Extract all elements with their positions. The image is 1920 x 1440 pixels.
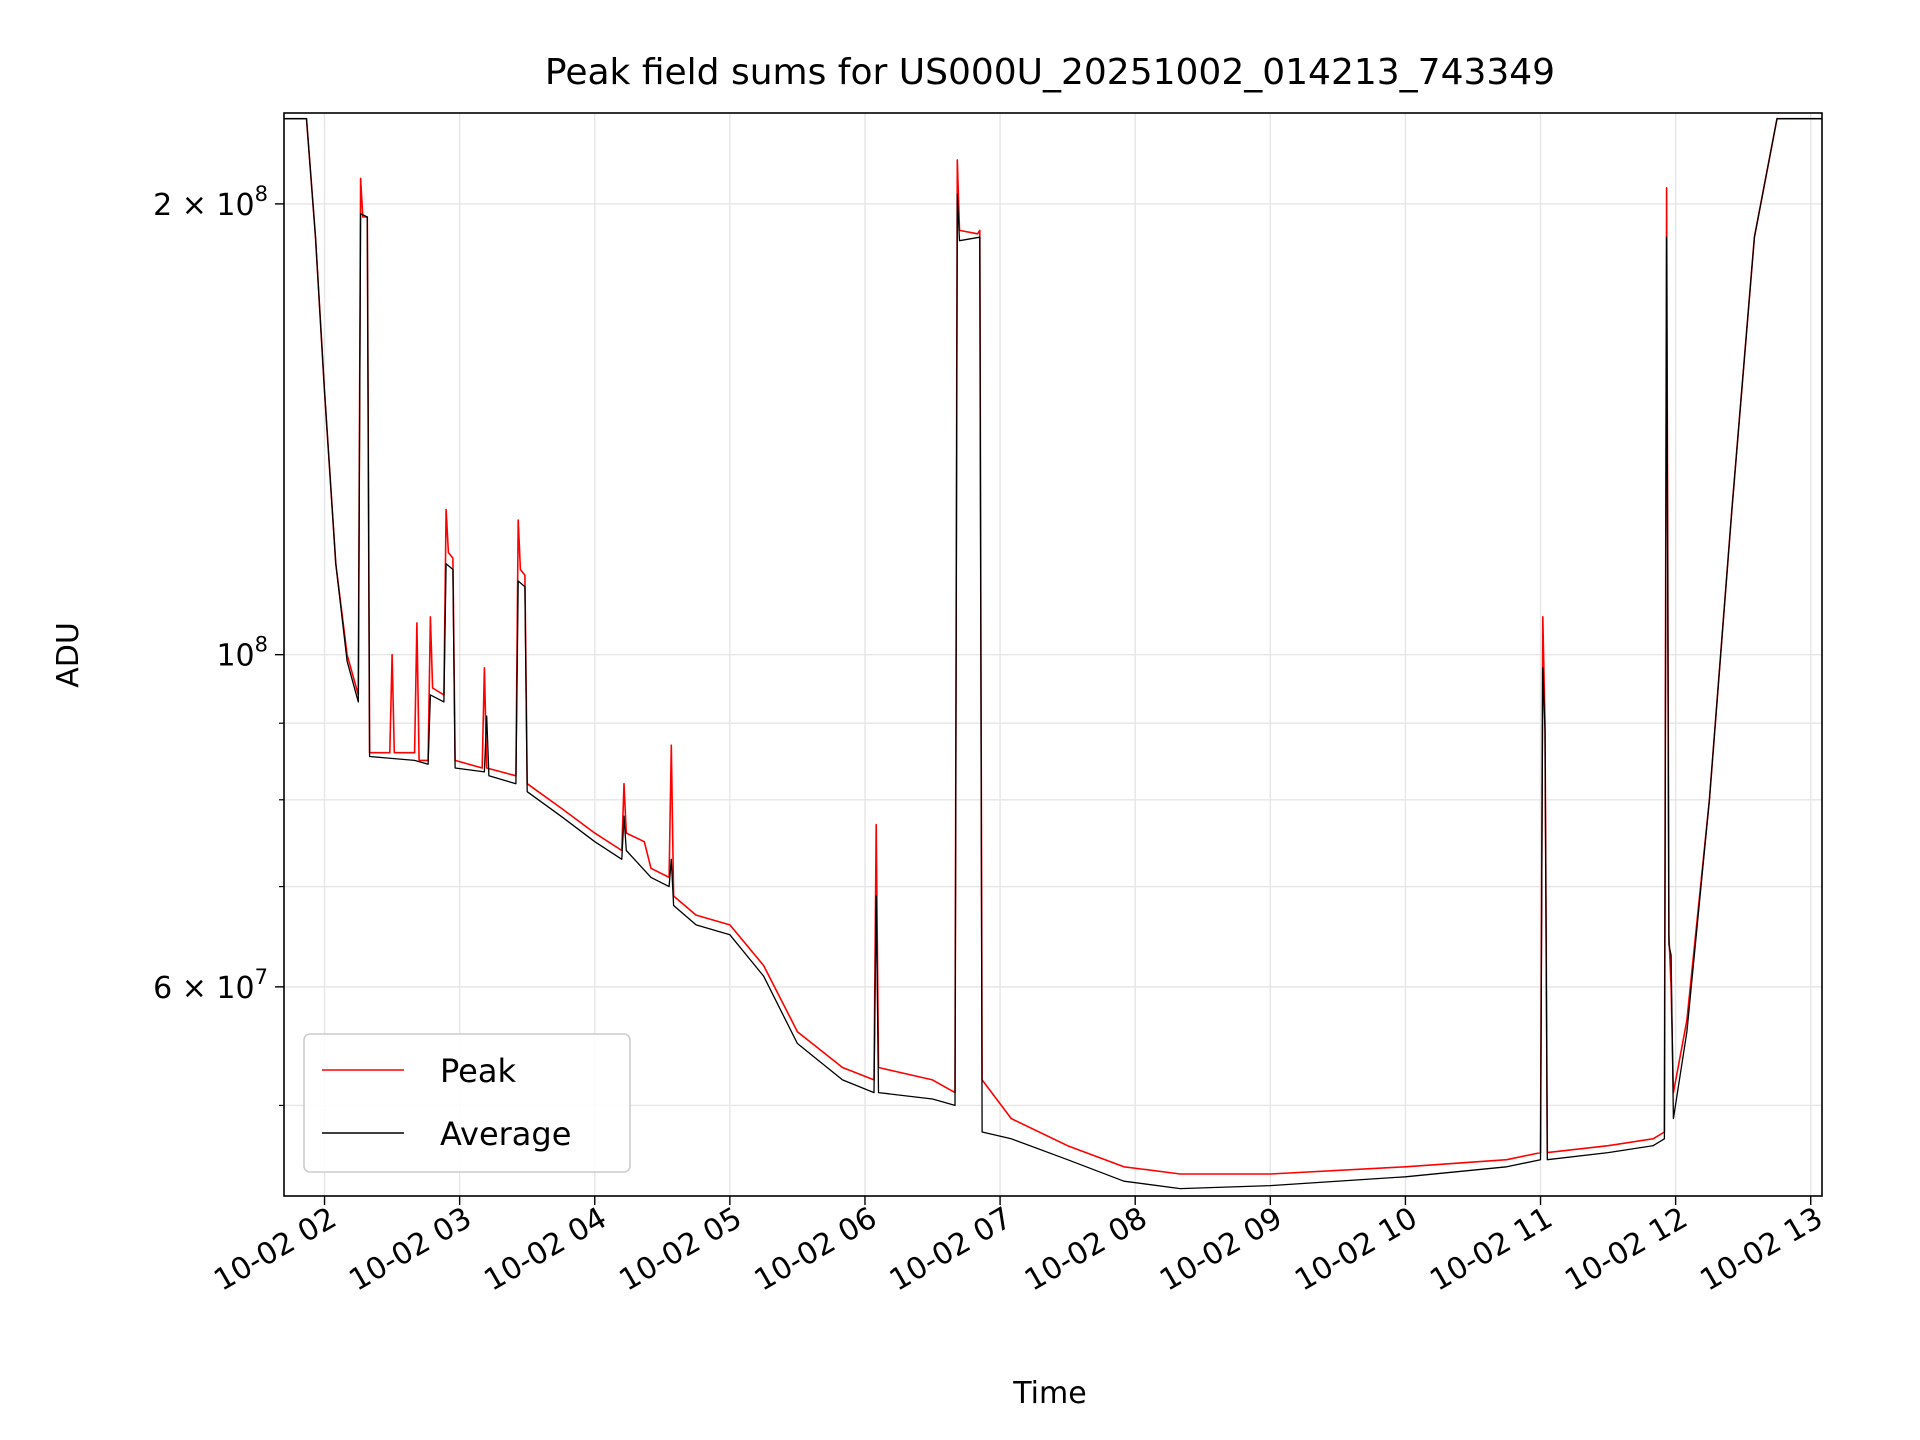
series-line-average (284, 118, 1822, 1190)
plot-lines (284, 117, 1822, 1190)
x-axis-label: Time (1012, 1376, 1086, 1411)
y-tick-label: 2 × 108 (153, 182, 268, 223)
y-tick-label: 6 × 107 (153, 965, 268, 1006)
legend-label-average: Average (440, 1115, 571, 1153)
chart-title: Peak field sums for US000U_20251002_0142… (545, 52, 1555, 93)
grid (284, 113, 1822, 1196)
legend-label-peak: Peak (440, 1052, 516, 1090)
y-axis-label: ADU (51, 622, 86, 688)
y-tick-label: 108 (216, 633, 268, 674)
y-axis: 2 × 108 108 6 × 107 (153, 182, 284, 1107)
legend: Peak Average (303, 1033, 631, 1173)
legend-box (303, 1033, 631, 1173)
